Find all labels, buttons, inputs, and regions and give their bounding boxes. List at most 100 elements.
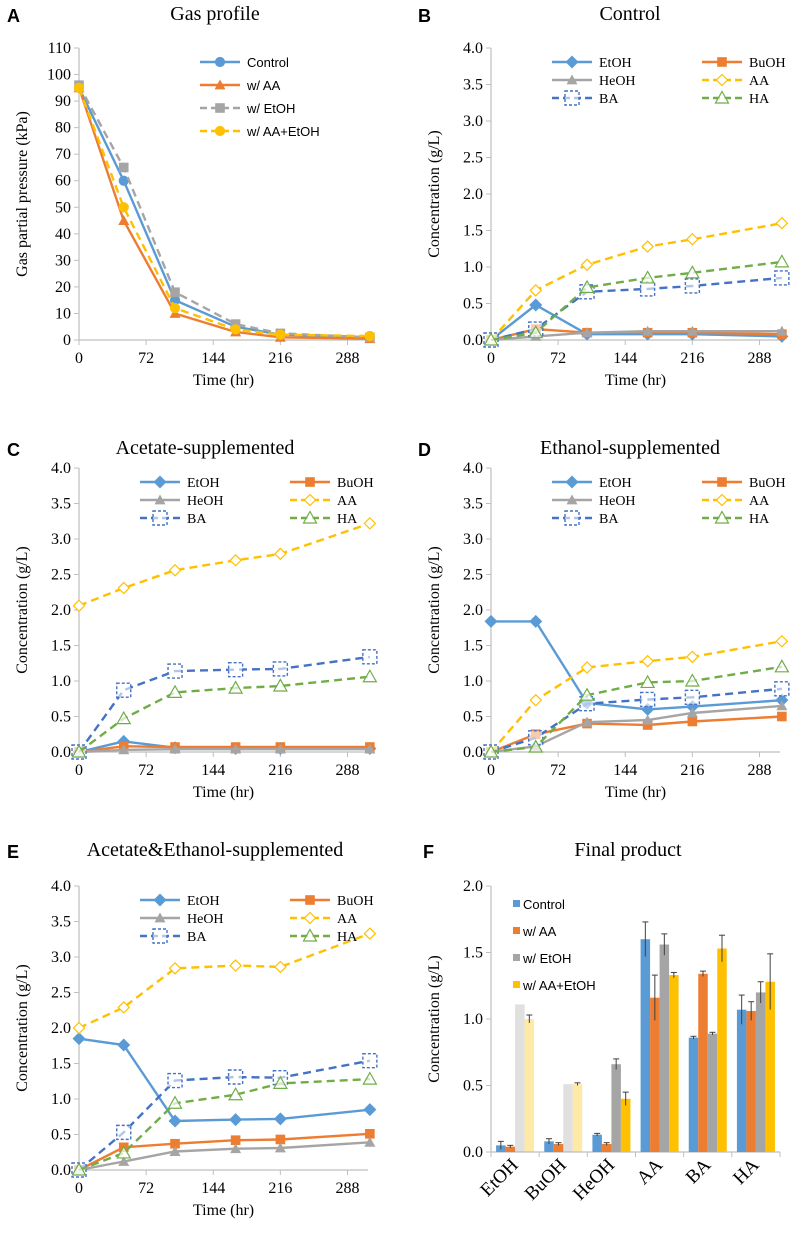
data-point bbox=[72, 1021, 86, 1035]
y-tick-label: 1.5 bbox=[51, 638, 71, 655]
y-tick-label: 4.0 bbox=[51, 878, 71, 895]
x-tick-label: 72 bbox=[138, 350, 154, 367]
data-point bbox=[275, 329, 286, 340]
y-tick-label: 2.0 bbox=[463, 602, 483, 619]
data-point bbox=[362, 1071, 378, 1085]
y-tick-label: 1.0 bbox=[51, 1091, 71, 1108]
data-point bbox=[227, 661, 244, 678]
x-tick-label: BuOH bbox=[521, 1154, 571, 1204]
legend-label: AA bbox=[337, 494, 358, 509]
bar bbox=[553, 1144, 564, 1152]
y-tick-label: 10 bbox=[55, 305, 71, 322]
y-tick-label: 2.0 bbox=[51, 602, 71, 619]
data-point bbox=[686, 232, 699, 246]
x-axis-label: Time (hr) bbox=[605, 372, 666, 389]
legend-label: BA bbox=[599, 92, 619, 107]
data-point bbox=[774, 254, 790, 268]
data-point bbox=[230, 1143, 242, 1154]
legend-item: AA bbox=[290, 911, 358, 927]
data-point bbox=[167, 1072, 183, 1089]
legend-swatch bbox=[513, 981, 520, 988]
bar-group-aa bbox=[640, 921, 679, 1152]
x-tick-label: 0 bbox=[487, 762, 495, 779]
bar bbox=[505, 1146, 516, 1152]
legend-label: w/ EtOH bbox=[246, 101, 295, 116]
legend: EtOH BuOH HeOH AA BA HA bbox=[552, 475, 786, 527]
legend-label: HeOH bbox=[187, 912, 224, 927]
x-tick-label: 0 bbox=[75, 1180, 83, 1197]
data-point bbox=[777, 711, 787, 722]
legend-label: BuOH bbox=[337, 476, 374, 491]
y-tick-label: 3.0 bbox=[463, 113, 483, 130]
y-tick-label: 2.0 bbox=[51, 1020, 71, 1037]
legend-item: BA bbox=[140, 928, 207, 945]
series-w-aa-etoh bbox=[73, 82, 375, 342]
bar bbox=[765, 981, 775, 1152]
legend-item: Control bbox=[200, 55, 289, 70]
series-line bbox=[490, 640, 783, 753]
legend-item: BuOH bbox=[702, 56, 786, 71]
series-line bbox=[490, 665, 783, 754]
series-line bbox=[78, 522, 371, 607]
bar bbox=[611, 1064, 621, 1152]
y-axis-label: Concentration (g/L) bbox=[14, 546, 31, 674]
data-point bbox=[686, 325, 698, 336]
legend-item: EtOH bbox=[140, 475, 220, 491]
data-point bbox=[684, 689, 701, 706]
legend-item: AA bbox=[290, 493, 358, 509]
bar-group-heoh bbox=[592, 1058, 631, 1152]
series-w-etoh bbox=[74, 80, 375, 343]
data-point bbox=[684, 278, 701, 294]
legend-item: EtOH bbox=[552, 55, 632, 71]
legend-marker bbox=[153, 893, 167, 907]
legend-label: w/ AA bbox=[246, 78, 281, 93]
x-tick-label: 288 bbox=[335, 350, 359, 367]
data-point bbox=[579, 279, 595, 294]
data-point bbox=[227, 1069, 244, 1085]
series-line bbox=[78, 1059, 371, 1171]
bar bbox=[592, 1134, 602, 1152]
data-point bbox=[168, 563, 182, 577]
series-line bbox=[78, 1132, 370, 1172]
legend-label: EtOH bbox=[599, 476, 632, 491]
legend-label: HA bbox=[749, 92, 770, 107]
series-line bbox=[78, 1077, 370, 1172]
series-line bbox=[490, 260, 783, 342]
legend: EtOH BuOH HeOH AA BA HA bbox=[140, 475, 374, 527]
legend-item: HA bbox=[702, 510, 770, 527]
data-point bbox=[529, 614, 543, 628]
y-tick-label: 0.5 bbox=[463, 296, 483, 313]
legend-swatch bbox=[513, 954, 520, 961]
series-ha bbox=[71, 1071, 378, 1176]
data-point bbox=[642, 714, 654, 725]
x-tick-label: 216 bbox=[268, 350, 292, 367]
data-point bbox=[117, 1001, 131, 1014]
series-control bbox=[73, 82, 375, 343]
y-tick-label: 90 bbox=[55, 93, 71, 110]
data-point bbox=[273, 1112, 287, 1126]
legend-item: BA bbox=[552, 510, 619, 527]
y-tick-label: 3.0 bbox=[51, 949, 71, 966]
legend-marker bbox=[564, 90, 580, 106]
legend-swatch bbox=[513, 927, 520, 934]
x-axis-label: Time (hr) bbox=[605, 784, 666, 801]
series-etoh bbox=[72, 1032, 377, 1128]
data-point bbox=[642, 720, 653, 730]
data-point bbox=[71, 1162, 87, 1176]
bar bbox=[707, 1033, 718, 1152]
legend-label: HeOH bbox=[599, 494, 636, 509]
data-point bbox=[364, 330, 375, 342]
data-point bbox=[169, 743, 181, 754]
data-point bbox=[529, 284, 543, 297]
legend-item: HeOH bbox=[140, 912, 224, 927]
legend-marker bbox=[154, 912, 166, 923]
legend-marker bbox=[715, 493, 729, 507]
legend-marker bbox=[302, 928, 318, 942]
y-tick-label: 0.5 bbox=[51, 1127, 71, 1144]
y-tick-label: 1.5 bbox=[463, 223, 483, 240]
legend-marker bbox=[565, 55, 579, 69]
data-point bbox=[581, 327, 593, 338]
y-tick-label: 0.0 bbox=[51, 1162, 71, 1179]
y-tick-label: 4.0 bbox=[463, 460, 483, 477]
data-point bbox=[72, 1032, 86, 1046]
